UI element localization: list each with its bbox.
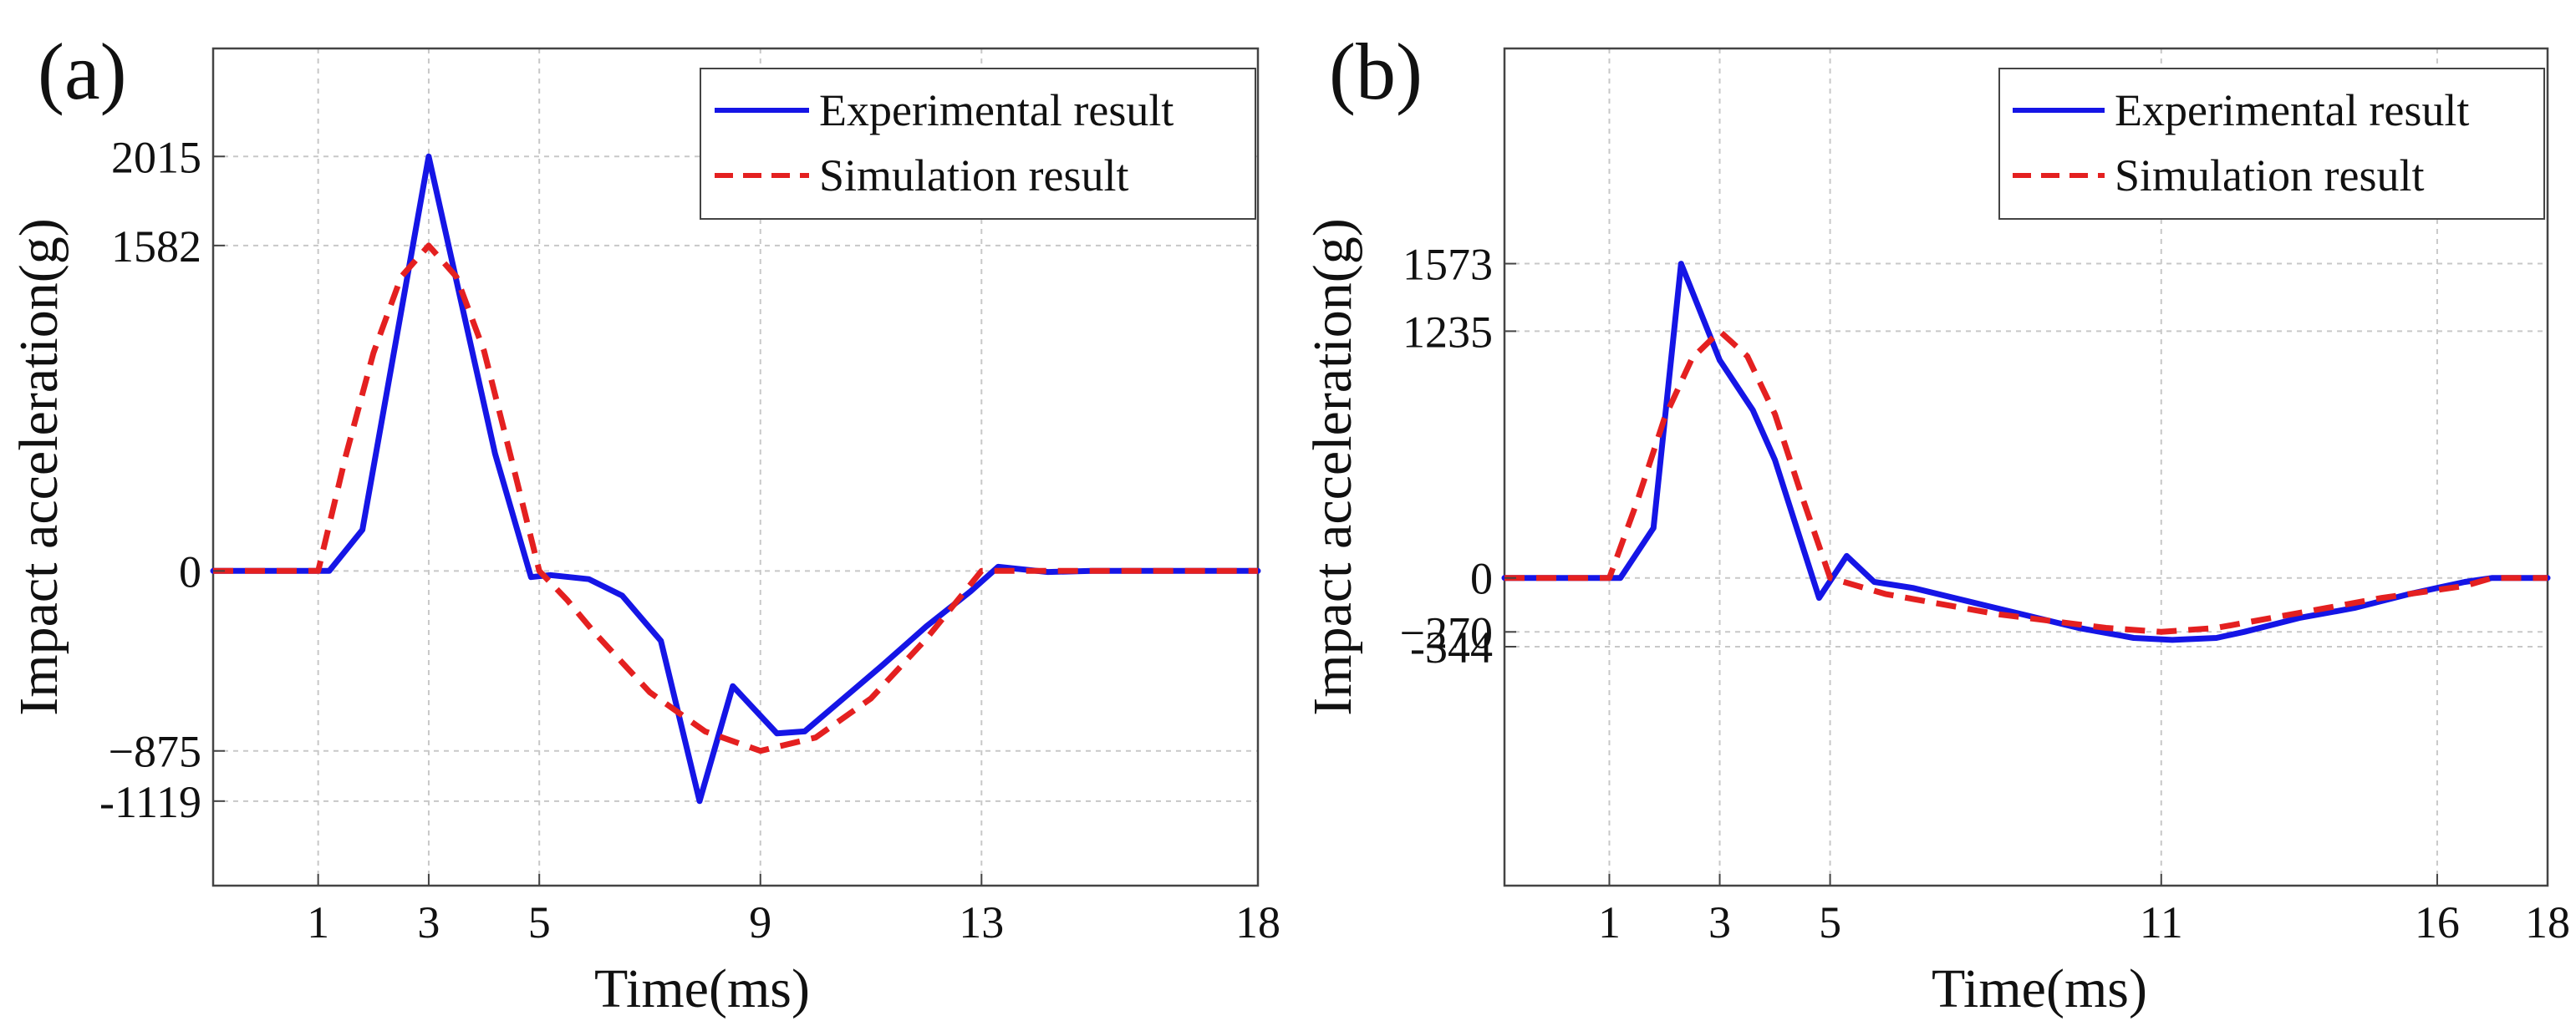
panel-a-ytick-label: -1119 xyxy=(99,777,201,827)
panel-a-ytick-label: −875 xyxy=(109,727,201,777)
panel-b-series-simulation-line xyxy=(1504,328,2548,635)
panel-a-series-layer xyxy=(210,153,1261,805)
panel-b-xtick-label: 5 xyxy=(1819,897,1841,947)
panel-b-legend-simulation-label: Simulation result xyxy=(2115,150,2425,201)
panel-a-legend-experimental-label: Experimental result xyxy=(819,85,1173,135)
panel-a-plot-frame xyxy=(211,47,1260,887)
panel-a-label: (a) xyxy=(38,27,127,116)
panel-a-xtick-label: 1 xyxy=(307,897,329,947)
panel-b-ylabel: Impact acceleration(g) xyxy=(1302,218,1363,715)
panel-b-legend-box xyxy=(1998,68,2545,220)
panel-a-xtick-label: 9 xyxy=(749,897,771,947)
panel-b-label: (b) xyxy=(1329,27,1423,116)
panel-b-xtick-label: 18 xyxy=(2525,897,2570,947)
panel-b-ytick-label: 1235 xyxy=(1403,307,1493,357)
panel-a-xtick-label: 13 xyxy=(959,897,1004,947)
panel-b-legend: Experimental result Simulation result xyxy=(1998,68,2545,220)
panel-a-ylabel: Impact acceleration(g) xyxy=(8,218,69,715)
panel-a-legend-box xyxy=(700,68,1256,220)
panel-a-legend-simulation-label: Simulation result xyxy=(819,150,1129,201)
panel-b-xlabel: Time(ms) xyxy=(1932,958,2147,1019)
panel-a-plot-area xyxy=(211,47,1260,887)
panel-b-ytick-label: -344 xyxy=(1410,622,1493,673)
panel-a-xtick-label: 5 xyxy=(528,897,551,947)
panel-b-xtick-label: 1 xyxy=(1598,897,1621,947)
panel-a-xtick-label: 3 xyxy=(417,897,440,947)
panel-a-series-experimental-line xyxy=(210,153,1261,805)
panel-a-xtick-label: 18 xyxy=(1235,897,1280,947)
panel-b-plot-area xyxy=(1503,47,2549,887)
panel-b-series-layer xyxy=(1501,261,2551,643)
panel-a-series-simulation-line xyxy=(213,242,1258,754)
panel-b-xtick-label: 11 xyxy=(2140,897,2183,947)
panel-b-legend-experimental-label: Experimental result xyxy=(2115,85,2469,135)
panel-b-ytick-label: 1573 xyxy=(1403,240,1493,290)
panel-b-ytick-label: −270 xyxy=(1400,607,1493,658)
panel-b-xtick-label: 3 xyxy=(1708,897,1731,947)
panel-a-xlabel: Time(ms) xyxy=(594,958,810,1019)
panel-b-plot-frame xyxy=(1503,47,2549,887)
panel-a-ytick-label: 0 xyxy=(179,546,201,597)
panel-a-legend: Experimental result Simulation result xyxy=(700,68,1256,220)
panel-a-ytick-label: 2015 xyxy=(111,132,201,182)
panel-b-series-experimental-line xyxy=(1501,261,2551,643)
panel-a-ytick-label: 1582 xyxy=(111,221,201,272)
panel-b-ytick-label: 0 xyxy=(1470,554,1493,604)
panel-b-xtick-label: 16 xyxy=(2415,897,2460,947)
